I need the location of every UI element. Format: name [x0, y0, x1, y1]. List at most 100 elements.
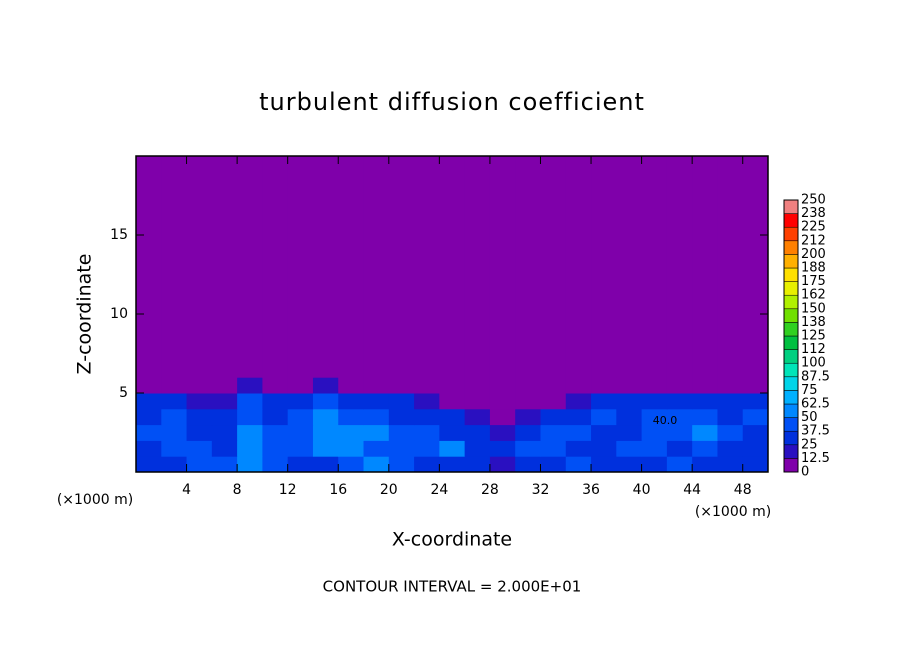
contour-cell — [363, 424, 390, 441]
x-tick-label: 36 — [582, 482, 600, 498]
contour-cell — [161, 456, 188, 473]
x-tick-label: 16 — [329, 482, 347, 498]
contour-cell — [666, 424, 693, 441]
contour-cell — [464, 393, 491, 410]
contour-cell — [338, 456, 365, 473]
x-axis-label: X-coordinate — [392, 529, 512, 551]
colorbar-band — [783, 376, 799, 391]
contour-cell — [489, 156, 516, 378]
contour-cell — [136, 393, 162, 410]
contour-cell — [742, 408, 769, 426]
x-tick-label: 44 — [683, 482, 701, 498]
colorbar-label: 125 — [801, 329, 826, 344]
contour-cell — [591, 440, 617, 457]
colorbar-band — [783, 335, 799, 350]
contour-cell — [363, 377, 390, 394]
contour-cell — [388, 377, 415, 394]
contour-cell — [312, 440, 339, 457]
contour-cell — [464, 424, 491, 441]
contour-cell — [742, 424, 769, 441]
contour-cell — [717, 440, 744, 457]
colorbar-label: 12.5 — [801, 451, 830, 466]
contour-cell — [363, 393, 390, 410]
contour-cell — [439, 377, 466, 394]
footer: CONTOUR INTERVAL = 2.000E+01 — [323, 578, 582, 596]
colorbar-band — [783, 444, 799, 459]
contour-cell — [692, 156, 718, 378]
contour-cell — [439, 440, 466, 457]
contour-cell — [439, 393, 466, 410]
contour-cell — [161, 424, 188, 441]
contour-cell — [338, 377, 365, 394]
x-unit-label: (×1000 m) — [695, 504, 771, 520]
contour-cell — [641, 377, 668, 394]
contour-cell — [666, 456, 693, 473]
contour-cell — [414, 393, 440, 410]
contour-cell — [641, 424, 668, 441]
contour-cell — [211, 377, 238, 394]
contour-cell — [692, 393, 718, 410]
contour-cell — [540, 456, 567, 473]
contour-cell — [237, 424, 263, 441]
contour-cell — [641, 156, 668, 378]
contour-cell — [312, 424, 339, 441]
contour-cell — [136, 408, 162, 426]
contour-cell — [616, 424, 643, 441]
contour-cell — [742, 393, 769, 410]
contour-cell — [565, 408, 592, 426]
colorbar-label: 188 — [801, 261, 826, 276]
colorbar-label: 212 — [801, 233, 826, 248]
colorbar-band — [783, 458, 799, 473]
contour-cell — [616, 456, 643, 473]
colorbar-label: 138 — [801, 315, 826, 330]
contour-cell — [540, 408, 567, 426]
contour-cell — [742, 456, 769, 473]
colorbar-band — [783, 254, 799, 269]
contour-cell — [186, 456, 213, 473]
contour-cell — [641, 393, 668, 410]
x-tick-label: 48 — [734, 482, 752, 498]
contour-cell — [692, 377, 718, 394]
contour-cell — [388, 440, 415, 457]
contour-cell — [211, 393, 238, 410]
contour-cell — [616, 377, 643, 394]
colorbar-label: 150 — [801, 301, 826, 316]
contour-cell — [540, 424, 567, 441]
contour-cell — [136, 377, 162, 394]
colorbar-label: 75 — [801, 383, 818, 398]
contour-cell — [464, 456, 491, 473]
contour-cell — [338, 424, 365, 441]
contour-cell — [211, 156, 238, 378]
contour-cell — [489, 393, 516, 410]
contour-cell — [363, 156, 390, 378]
contour-cell — [312, 377, 339, 394]
x-tick-label: 8 — [233, 482, 242, 498]
contour-cell — [363, 408, 390, 426]
contour-cell — [161, 408, 188, 426]
colorbar-band — [783, 349, 799, 364]
contour-cell — [186, 377, 213, 394]
colorbar-frame — [783, 199, 799, 473]
contour-cell — [287, 156, 314, 378]
contour-cell — [616, 440, 643, 457]
colorbar-band — [783, 267, 799, 282]
contour-cell — [616, 156, 643, 378]
contour-cell — [666, 156, 693, 378]
contour-cell — [616, 393, 643, 410]
contour-cell — [489, 440, 516, 457]
contour-cell — [338, 156, 365, 378]
contour-cell — [136, 456, 162, 473]
contour-cell — [565, 456, 592, 473]
contour-cell — [414, 377, 440, 394]
contour-cell — [717, 393, 744, 410]
contour-cell — [186, 156, 213, 378]
contour-cell — [591, 377, 617, 394]
contour-cell — [666, 377, 693, 394]
contour-cell — [692, 408, 718, 426]
colorbar-label: 175 — [801, 274, 826, 289]
contour-cell — [161, 377, 188, 394]
contour-cell — [262, 377, 289, 394]
contour-cell — [262, 456, 289, 473]
contour-cell — [388, 424, 415, 441]
